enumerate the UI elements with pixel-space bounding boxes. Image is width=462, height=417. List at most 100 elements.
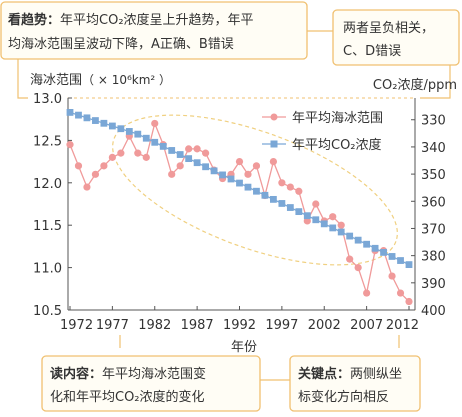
y-right-tick-label: 370 [421,222,446,237]
data-point-co2 [236,179,243,187]
data-point-co2 [227,175,235,183]
data-point-sea-ice [66,141,74,149]
data-point-co2 [371,244,379,252]
data-point-co2 [176,151,184,158]
y-left-tick-label: 10.5 [33,304,62,319]
data-point-sea-ice [142,153,150,161]
y-right-tick-label: 390 [421,277,446,292]
data-point-co2 [261,191,269,199]
series-layer [66,109,413,306]
data-point-co2 [303,212,311,220]
note-content-line1: 年平均海冰范围变 [102,366,206,382]
y-left-ticks: 13.0 12.5 12.0 11.5 11.0 10.5 [33,92,72,319]
note-correlation-line1: 两者呈负相关， [343,21,434,36]
data-point-co2 [159,142,167,150]
legend-marker-sea-ice [270,113,278,121]
data-point-sea-ice [83,183,91,191]
y-right-tick-label: 330 [421,114,446,129]
svg-text:读内容：年平均海冰范围变: 读内容：年平均海冰范围变 [50,366,206,382]
data-point-co2 [320,220,328,228]
legend: 年平均海冰范围 年平均CO₂浓度 [262,111,383,153]
y-left-tick-label: 12.5 [33,134,62,149]
data-point-co2 [168,147,176,154]
data-point-co2 [363,240,371,248]
y-right-axis-title: CO₂浓度/ppm [373,77,457,93]
legend-label-sea-ice: 年平均海冰范围 [292,111,383,126]
data-point-co2 [253,187,260,195]
data-point-co2 [219,171,226,179]
x-tick-label: 2012 [386,318,419,333]
data-point-co2 [312,216,320,224]
data-point-sea-ice [303,217,311,225]
data-point-co2 [134,130,142,138]
note-trend: 看趋势：年平均CO₂浓度呈上升趋势，年平 均海冰范围呈波动下降，A正确、B错误 [0,1,308,60]
data-point-co2 [117,125,125,133]
data-point-sea-ice [337,221,345,229]
data-point-co2 [210,167,218,175]
y-right-ticks: 330 340 350 360 370 380 390 400 [411,114,446,319]
data-point-sea-ice [286,183,294,191]
data-point-co2 [108,122,116,130]
y-left-axis-title: 海冰范围（ × 10⁶km² ） [30,73,171,88]
data-point-co2 [397,257,404,264]
note-trend-label: 看趋势： [8,12,60,28]
y-left-tick-label: 11.0 [33,262,62,277]
y-right-tick-label: 380 [421,250,446,265]
data-point-co2 [75,111,82,119]
note-correlation: 两者呈负相关， C、D错误 [332,9,460,66]
data-point-sea-ice [91,170,100,178]
connector-trend-chart [17,59,28,99]
x-tick-label: 2002 [308,318,341,333]
data-point-co2 [125,128,133,135]
svg-text:看趋势：年平均CO₂浓度呈上升趋势，年平: 看趋势：年平均CO₂浓度呈上升趋势，年平 [8,12,254,28]
data-point-co2 [270,195,277,203]
note-trend-line1: 年平均CO₂浓度呈上升趋势，年平 [60,12,254,28]
data-point-co2 [151,138,159,146]
trend-ellipse [112,114,398,266]
data-point-co2 [244,183,252,191]
legend-item-co2: 年平均CO₂浓度 [262,137,382,153]
data-point-sea-ice [74,162,83,170]
y-right-tick-label: 350 [421,168,446,183]
note-key-line2: 标变化方向相反 [298,389,389,405]
data-point-co2 [354,236,362,244]
note-key-line1: 两侧纵坐 [350,367,402,382]
data-point-co2 [92,117,99,124]
connector-correlation-chart [420,65,451,99]
data-point-sea-ice [193,145,201,153]
x-ticks: 1972 1977 1982 1987 1992 1997 2002 2007 2012 [60,306,419,333]
x-tick-label: 1992 [223,318,256,333]
data-point-co2 [142,134,150,142]
data-point-co2 [329,224,337,232]
data-point-co2 [185,155,193,163]
x-tick-label: 1972 [60,318,93,333]
y-left-tick-label: 11.5 [33,219,62,234]
data-point-sea-ice [134,149,142,157]
y-left-axis-title-unit: （ × 10⁶km² ） [82,73,171,87]
data-point-co2 [100,119,108,127]
note-trend-line2: 均海冰范围呈波动下降，A正确、B错误 [8,37,234,52]
x-tick-label: 1997 [265,318,298,333]
data-point-co2 [295,208,303,216]
data-point-sea-ice [100,162,108,170]
data-point-co2 [286,204,294,211]
x-axis-title: 年份 [231,340,257,355]
y-right-tick-label: 340 [421,141,446,156]
y-right-tick-label: 360 [421,195,446,210]
data-point-sea-ice [354,264,362,272]
data-point-co2 [83,114,91,122]
data-point-sea-ice [176,162,184,170]
data-point-co2 [346,232,354,240]
legend-label-co2: 年平均CO₂浓度 [292,137,382,153]
data-point-co2 [66,109,74,116]
data-point-co2 [380,248,387,256]
note-correlation-line2: C、D错误 [343,44,401,59]
data-point-sea-ice [346,255,354,263]
data-point-sea-ice [396,289,405,297]
data-point-sea-ice [202,149,210,157]
note-content: 读内容：年平均海冰范围变 化和年平均CO₂浓度的变化 [41,355,261,412]
svg-text:关键点：两侧纵坐: 关键点：两侧纵坐 [298,366,402,382]
data-point-sea-ice [405,297,413,306]
